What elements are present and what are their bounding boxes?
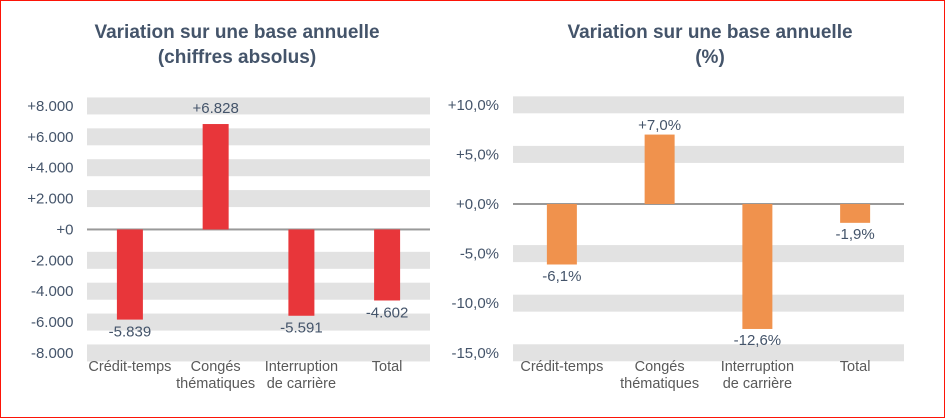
svg-text:-12,6%: -12,6% [734,332,782,349]
svg-text:Crédit-temps: Crédit-temps [520,359,603,375]
svg-text:+6.828: +6.828 [193,100,239,117]
svg-text:-6,1%: -6,1% [542,268,581,285]
svg-text:+2.000: +2.000 [27,191,73,208]
svg-text:+4.000: +4.000 [27,160,73,177]
svg-text:-4.000: -4.000 [31,283,74,300]
svg-text:Interruption: Interruption [265,359,338,375]
svg-text:+8.000: +8.000 [27,98,73,115]
svg-text:Total: Total [840,359,871,375]
svg-text:-5.591: -5.591 [280,320,323,337]
svg-text:de carrière: de carrière [267,376,336,392]
svg-text:Total: Total [372,359,403,375]
svg-text:+6.000: +6.000 [27,129,73,146]
svg-text:-6.000: -6.000 [31,314,74,331]
svg-text:-4.602: -4.602 [366,305,409,322]
svg-text:+0: +0 [56,221,73,238]
svg-text:-15,0%: -15,0% [451,345,499,362]
svg-text:de carrière: de carrière [723,376,792,392]
svg-text:-10,0%: -10,0% [451,295,499,312]
svg-text:-8.000: -8.000 [31,345,74,362]
svg-text:Congés: Congés [191,359,241,375]
svg-text:+5,0%: +5,0% [456,146,499,163]
svg-text:Congés: Congés [635,359,685,375]
svg-text:-5.839: -5.839 [109,324,152,341]
svg-text:+10,0%: +10,0% [448,97,499,114]
svg-text:+0,0%: +0,0% [456,196,499,213]
svg-text:Crédit-temps: Crédit-temps [88,359,171,375]
svg-text:+7,0%: +7,0% [638,117,681,134]
svg-text:Interruption: Interruption [721,359,794,375]
svg-text:thématiques: thématiques [176,376,255,392]
svg-text:-2.000: -2.000 [31,252,74,269]
svg-text:-5,0%: -5,0% [460,246,499,263]
svg-text:-1,9%: -1,9% [836,226,875,243]
svg-text:thématiques: thématiques [620,376,699,392]
